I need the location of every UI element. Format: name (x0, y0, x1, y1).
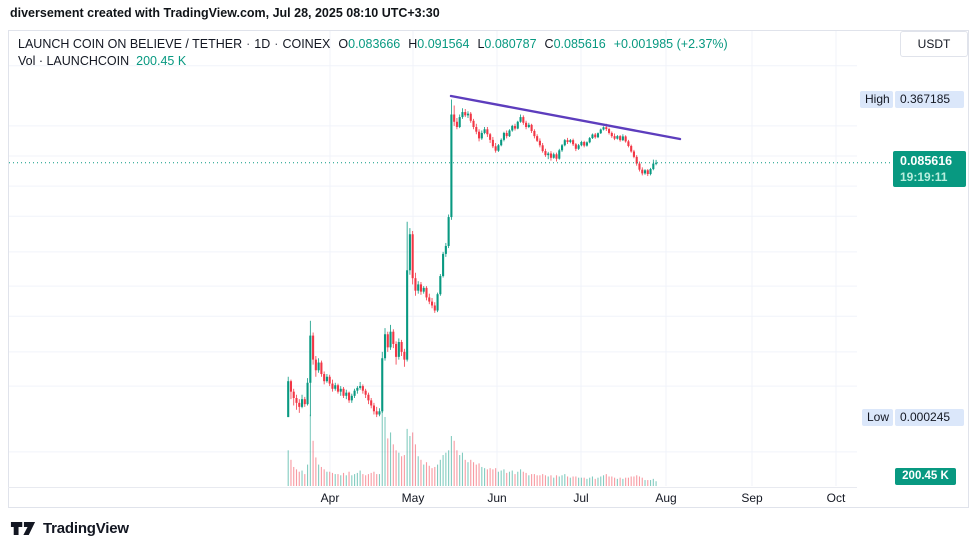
gridlines (9, 31, 857, 486)
high-label: H (408, 37, 418, 51)
last-price-value: 0.085616 (900, 153, 953, 168)
high-marker-label: High (860, 91, 893, 108)
chart-widget-frame (8, 30, 969, 508)
legend-separator: · (246, 37, 251, 51)
time-tick-label: Aug (655, 491, 677, 505)
time-tick-label: May (401, 491, 425, 505)
low-marker-value: 0.000245 (895, 408, 964, 426)
low-value: 0.080787 (484, 37, 537, 51)
time-tick-label: Apr (320, 491, 340, 505)
volume-source-label: Vol · LAUNCHCOIN (18, 54, 130, 68)
volume-bars (287, 367, 657, 486)
time-tick-label: Jul (573, 491, 589, 505)
high-marker-value: 0.367185 (895, 91, 964, 108)
time-axis[interactable]: Apr May Jun Jul Aug Sep Oct (8, 487, 857, 509)
tradingview-logo-text: TradingView (43, 519, 129, 537)
tradingview-attribution-link[interactable]: TradingView (10, 517, 129, 539)
time-tick-label: Jun (487, 491, 507, 505)
last-price-label: 0.085616 19:19:11 (893, 150, 966, 187)
legend-symbol-row: LAUNCH COIN ON BELIEVE / TETHER · 1D · COINE… (18, 36, 728, 52)
price-axis[interactable]: 0.8000000.2000000.1000000.0500000.025000… (857, 0, 970, 457)
candles (287, 99, 658, 418)
volume-axis-label: 200.45 K (895, 468, 956, 485)
currency-toggle-button[interactable]: USDT (900, 31, 968, 57)
change-value: +0.001985 (+2.37%) (613, 37, 728, 51)
low-marker-label: Low (862, 408, 893, 426)
open-label: O (338, 37, 349, 51)
time-tick-label: Oct (826, 491, 846, 505)
tradingview-logo-icon (10, 521, 36, 535)
close-value: 0.085616 (553, 37, 606, 51)
candle-countdown: 19:19:11 (900, 169, 948, 184)
attribution-text: diversement created with TradingView.com… (10, 6, 440, 20)
low-label: L (477, 37, 485, 51)
interval-label: 1D (254, 37, 271, 51)
high-value: 0.091564 (417, 37, 470, 51)
trendline-drawing[interactable] (449, 94, 682, 141)
symbol-name: LAUNCH COIN ON BELIEVE / TETHER (18, 37, 243, 51)
chart-legend: LAUNCH COIN ON BELIEVE / TETHER · 1D · COINE… (18, 36, 728, 70)
volume-value: 200.45 K (136, 54, 187, 68)
open-value: 0.083666 (348, 37, 401, 51)
time-tick-label: Sep (741, 491, 763, 505)
legend-separator: · (274, 37, 279, 51)
exchange-label: COINEX (282, 37, 331, 51)
close-label: C (544, 37, 554, 51)
legend-volume-row: Vol · LAUNCHCOIN 200.45 K (18, 53, 728, 69)
